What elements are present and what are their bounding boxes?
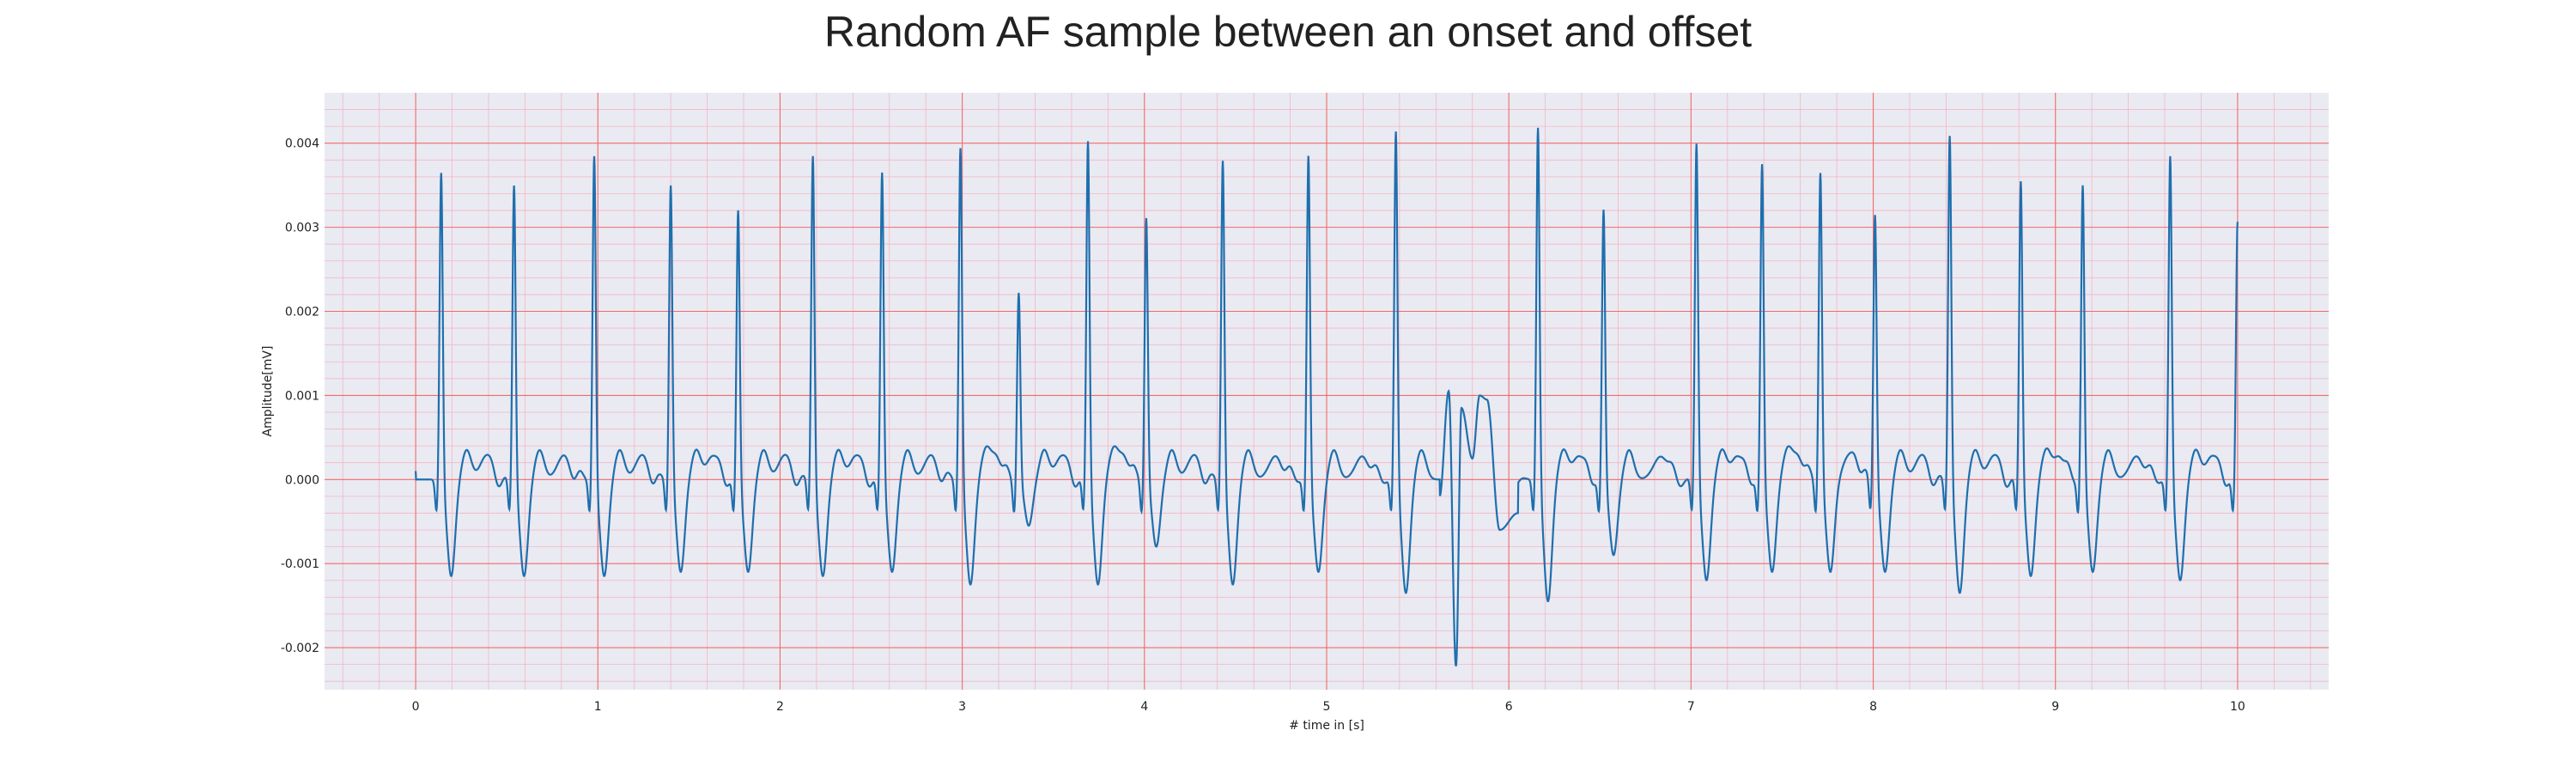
x-tick-label: 5 xyxy=(1323,700,1331,714)
x-tick-label: 6 xyxy=(1505,700,1513,714)
x-tick-label: 3 xyxy=(958,700,966,714)
y-tick-labels: -0.002 -0.001 0.000 0.001 0.002 0.003 0.004 xyxy=(281,137,319,655)
y-tick-label: 0.002 xyxy=(285,306,319,320)
y-tick-label: -0.001 xyxy=(281,557,319,571)
x-tick-label: 2 xyxy=(776,700,784,714)
y-tick-label: -0.002 xyxy=(281,642,319,655)
y-tick-label: 0.004 xyxy=(285,137,319,151)
x-tick-label: 1 xyxy=(594,700,602,714)
x-axis-label: # time in [s] xyxy=(1289,719,1364,733)
x-tick-label: 4 xyxy=(1140,700,1148,714)
x-tick-label: 8 xyxy=(1869,700,1877,714)
y-tick-label: 0.003 xyxy=(285,222,319,235)
y-tick-label: 0.001 xyxy=(285,389,319,403)
x-tick-label: 7 xyxy=(1687,700,1695,714)
x-tick-labels: 0 1 2 3 4 5 6 7 8 9 10 xyxy=(412,700,2245,714)
major-grid xyxy=(325,93,2329,690)
x-tick-label: 10 xyxy=(2230,700,2245,714)
ecg-signal-line xyxy=(414,127,2239,666)
y-tick-label: 0.000 xyxy=(285,473,319,487)
x-tick-label: 0 xyxy=(412,700,420,714)
x-tick-label: 9 xyxy=(2051,700,2059,714)
y-axis-label: Amplitude[mV] xyxy=(261,346,275,437)
chart-title: Random AF sample between an onset and of… xyxy=(823,8,1753,56)
